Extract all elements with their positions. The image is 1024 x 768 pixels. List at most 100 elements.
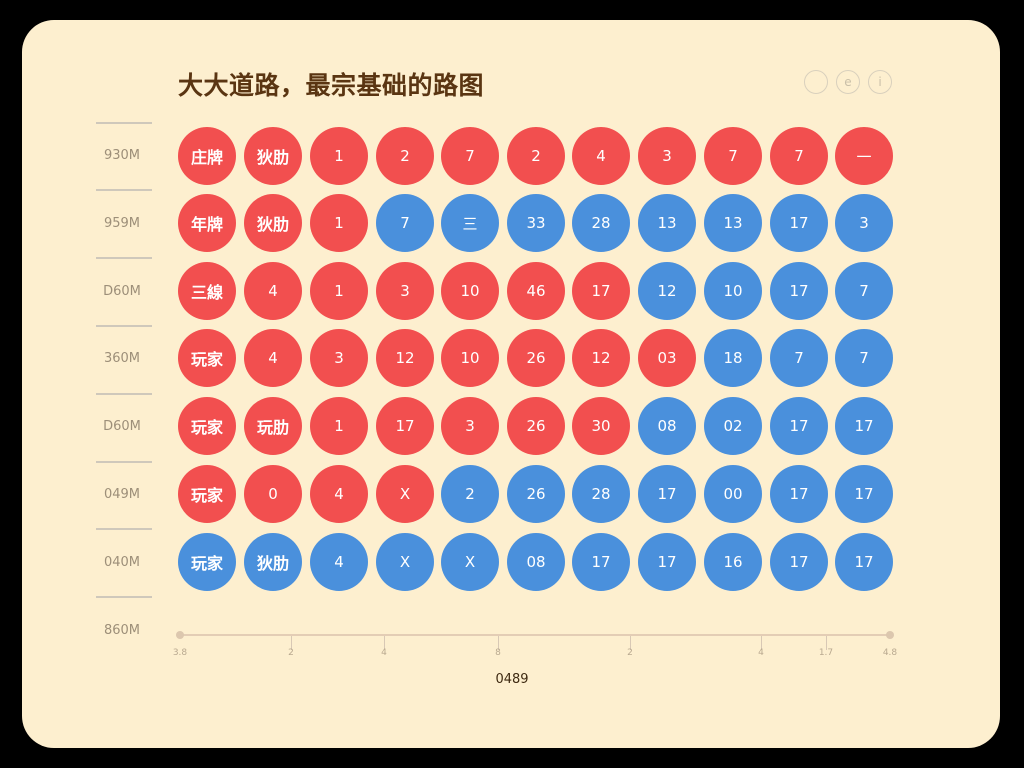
x-tick <box>498 636 499 650</box>
axis-end-dot <box>886 631 894 639</box>
player-circle: 三 <box>441 194 499 252</box>
x-tick <box>291 636 292 650</box>
x-tick-label: 4 <box>758 648 764 658</box>
player-circle: 17 <box>835 465 893 523</box>
player-circle: 玩家 <box>178 533 236 591</box>
row-divider <box>96 257 152 259</box>
banker-circle: 4 <box>572 127 630 185</box>
banker-circle: 狄肋 <box>244 194 302 252</box>
row-divider <box>96 528 152 530</box>
banker-circle: 46 <box>507 262 565 320</box>
player-circle: 17 <box>835 533 893 591</box>
row-divider <box>96 122 152 124</box>
banker-circle: 4 <box>310 465 368 523</box>
player-circle: 7 <box>376 194 434 252</box>
banker-circle: 2 <box>507 127 565 185</box>
banker-circle: 17 <box>572 262 630 320</box>
row-divider <box>96 393 152 395</box>
player-circle: 33 <box>507 194 565 252</box>
player-circle: 3 <box>835 194 893 252</box>
player-circle: 12 <box>638 262 696 320</box>
player-circle: 17 <box>770 194 828 252</box>
banker-circle: 30 <box>572 397 630 455</box>
player-circle: 17 <box>770 533 828 591</box>
row-label: 049M <box>103 487 141 502</box>
player-circle: 16 <box>704 533 762 591</box>
player-circle: 4 <box>310 533 368 591</box>
banker-circle: 玩家 <box>178 397 236 455</box>
x-tick <box>826 636 827 650</box>
banker-circle: 03 <box>638 329 696 387</box>
player-circle: 7 <box>770 329 828 387</box>
player-circle: 17 <box>770 465 828 523</box>
banker-circle: 7 <box>770 127 828 185</box>
player-circle: 28 <box>572 194 630 252</box>
circle-icon[interactable] <box>804 70 828 94</box>
x-tick-label: 4.8 <box>882 648 898 658</box>
x-tick <box>630 636 631 650</box>
banker-circle: 3 <box>441 397 499 455</box>
x-tick-label: 1.7 <box>818 648 834 658</box>
x-tick-label: 2 <box>288 648 294 658</box>
banker-circle: 玩家 <box>178 465 236 523</box>
banker-circle: 4 <box>244 262 302 320</box>
row-label: 930M <box>103 148 141 163</box>
banker-circle: 1 <box>310 127 368 185</box>
banker-circle: X <box>376 465 434 523</box>
banker-circle: 26 <box>507 397 565 455</box>
player-circle: 13 <box>704 194 762 252</box>
row-label: 360M <box>103 351 141 366</box>
banker-circle: 7 <box>704 127 762 185</box>
player-circle: 17 <box>770 397 828 455</box>
player-circle: 10 <box>704 262 762 320</box>
player-circle: 7 <box>835 262 893 320</box>
row-divider <box>96 325 152 327</box>
player-circle: 02 <box>704 397 762 455</box>
banker-circle: 12 <box>376 329 434 387</box>
banker-circle: 17 <box>376 397 434 455</box>
row-label: 959M <box>103 216 141 231</box>
player-circle: X <box>441 533 499 591</box>
x-tick <box>761 636 762 650</box>
x-tick-label: 2 <box>627 648 633 658</box>
banker-circle: 10 <box>441 262 499 320</box>
row-label: 040M <box>103 555 141 570</box>
banker-circle: 7 <box>441 127 499 185</box>
banker-circle: 1 <box>310 194 368 252</box>
player-circle: 26 <box>507 465 565 523</box>
player-circle: 18 <box>704 329 762 387</box>
page-title: 大大道路，最宗基础的路图 <box>178 71 485 100</box>
banker-circle: 狄肋 <box>244 127 302 185</box>
row-label: D60M <box>103 284 141 299</box>
x-axis-line <box>180 634 890 636</box>
banker-circle: 三線 <box>178 262 236 320</box>
player-circle: 08 <box>638 397 696 455</box>
row-divider <box>96 596 152 598</box>
banker-circle: 年牌 <box>178 194 236 252</box>
banker-circle: 庄牌 <box>178 127 236 185</box>
e-circle-icon[interactable]: e <box>836 70 860 94</box>
banker-circle: 3 <box>310 329 368 387</box>
banker-circle: 一 <box>835 127 893 185</box>
player-circle: 17 <box>572 533 630 591</box>
player-circle: 17 <box>638 533 696 591</box>
row-divider <box>96 461 152 463</box>
player-circle: 00 <box>704 465 762 523</box>
banker-circle: 4 <box>244 329 302 387</box>
player-circle: 7 <box>835 329 893 387</box>
banker-circle: 1 <box>310 397 368 455</box>
banker-circle: 3 <box>638 127 696 185</box>
banker-circle: 0 <box>244 465 302 523</box>
row-divider <box>96 189 152 191</box>
info-circle-icon[interactable]: i <box>868 70 892 94</box>
banker-circle: 玩肋 <box>244 397 302 455</box>
banker-circle: 10 <box>441 329 499 387</box>
x-axis-label: 0489 <box>495 672 529 687</box>
player-circle: 13 <box>638 194 696 252</box>
player-circle: 17 <box>770 262 828 320</box>
player-circle: 28 <box>572 465 630 523</box>
banker-circle: 玩家 <box>178 329 236 387</box>
x-tick-label: 8 <box>495 648 501 658</box>
